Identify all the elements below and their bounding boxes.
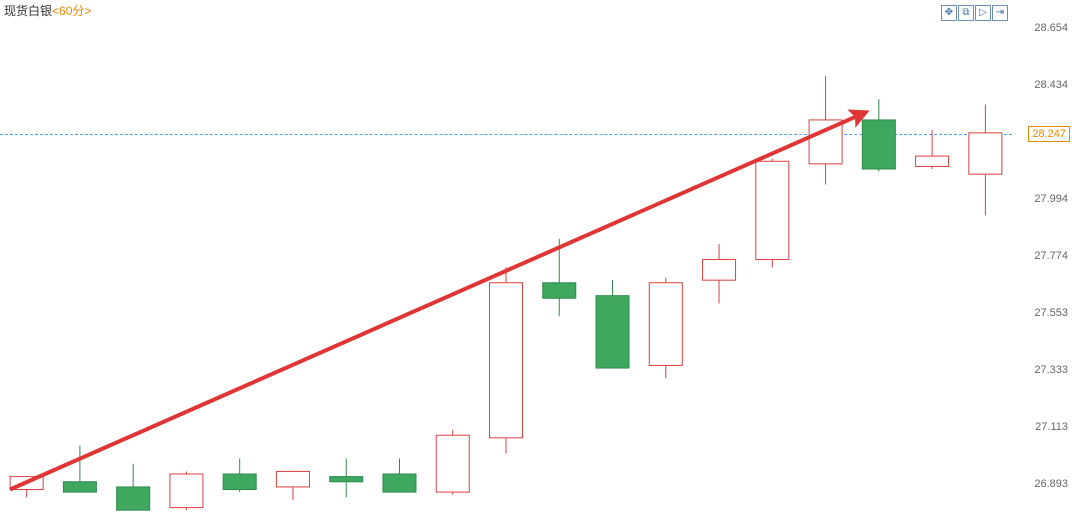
candle xyxy=(223,474,256,490)
chart-title: 现货白银<60分> xyxy=(4,2,91,19)
candle xyxy=(543,283,576,299)
candle xyxy=(862,120,895,169)
candle xyxy=(170,474,203,508)
candle xyxy=(596,296,629,368)
candle xyxy=(756,161,789,259)
crosshair-icon[interactable]: ✥ xyxy=(941,5,957,21)
candlestick-chart[interactable]: 现货白银<60分> ✥⧉▷⇥ 28.65428.43427.99427.7742… xyxy=(0,0,1072,512)
candle xyxy=(276,471,309,487)
candle xyxy=(809,120,842,164)
candle xyxy=(969,133,1002,174)
chart-toolbar: ✥⧉▷⇥ xyxy=(940,2,1008,21)
candle xyxy=(649,283,682,366)
candle xyxy=(916,156,949,166)
candle xyxy=(10,477,43,490)
candle xyxy=(330,477,363,482)
candle xyxy=(383,474,416,492)
play-icon[interactable]: ▷ xyxy=(975,5,991,21)
next-icon[interactable]: ⇥ xyxy=(992,5,1008,21)
timeframe-label: <60分> xyxy=(52,4,91,18)
candle xyxy=(63,482,96,492)
symbol-label: 现货白银 xyxy=(4,4,52,18)
panel-icon[interactable]: ⧉ xyxy=(958,5,974,21)
candles-layer xyxy=(0,0,1072,512)
candle xyxy=(489,283,522,438)
candle xyxy=(117,487,150,510)
candle xyxy=(436,435,469,492)
candle xyxy=(703,259,736,280)
